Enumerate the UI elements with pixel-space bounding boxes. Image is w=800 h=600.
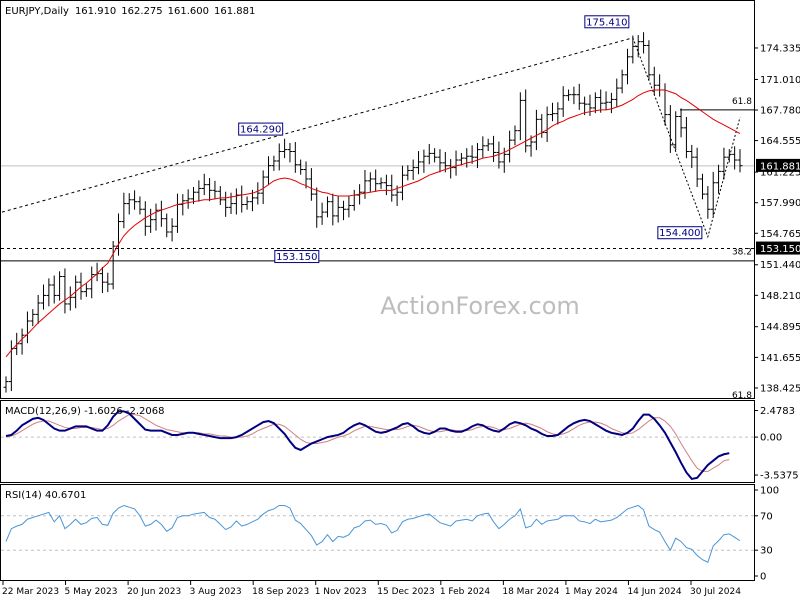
x-tick-label: 14 Jun 2024 — [627, 587, 681, 597]
upper-trendline — [1, 37, 633, 213]
level-price-box — [756, 241, 800, 255]
macd-signal-line — [5, 414, 730, 472]
y-tick-label: 148.210 — [760, 291, 800, 302]
x-tick-label: 1 May 2024 — [565, 587, 618, 597]
fib-label: 61.8 — [732, 97, 752, 107]
current-price-label: 161.881 — [760, 161, 800, 172]
ohlc-low: 161.600 — [168, 6, 209, 17]
x-tick-label: 30 Jul 2024 — [690, 587, 741, 597]
annotation-label: 153.150 — [276, 252, 317, 263]
annotation-box — [657, 226, 703, 240]
rsi-y-tick-label: 70 — [760, 511, 773, 522]
y-tick-label: 154.765 — [760, 229, 800, 240]
rsi-panel-frame — [0, 484, 755, 581]
annotation-label: 154.400 — [659, 228, 700, 239]
ohlc-close: 161.881 — [214, 6, 255, 17]
fib-label: 61.8 — [732, 391, 752, 401]
x-tick-label: 22 Mar 2023 — [2, 587, 59, 597]
chart-title: EURJPY,Daily 161.910 162.275 161.600 161.881 — [5, 6, 255, 17]
rsi-y-tick-label: 0 — [760, 572, 766, 583]
x-tick-label: 18 Mar 2024 — [502, 587, 559, 597]
current-price-box — [756, 158, 800, 172]
ohlc-high: 162.275 — [121, 6, 162, 17]
y-tick-label: 164.555 — [760, 136, 800, 147]
x-tick-label: 20 Jun 2023 — [127, 587, 181, 597]
watermark: ActionForex.com — [380, 292, 580, 320]
annotation-label: 164.290 — [240, 125, 281, 136]
rsi-title: RSI(14) 40.6701 — [5, 490, 86, 501]
x-tick-label: 5 May 2023 — [65, 587, 118, 597]
x-tick-label: 1 Nov 2023 — [315, 587, 367, 597]
y-tick-label: 151.440 — [760, 260, 800, 271]
macd-line — [5, 410, 730, 481]
y-tick-label: 174.335 — [760, 43, 800, 54]
y-tick-label: 141.655 — [760, 353, 800, 364]
x-tick-label: 18 Sep 2023 — [252, 587, 309, 597]
y-tick-label: 161.225 — [760, 168, 800, 179]
macd-y-tick-label: 0.00 — [760, 433, 782, 444]
annotation-label: 175.410 — [586, 17, 627, 28]
macd-y-tick-label: 2.4783 — [760, 406, 795, 417]
macd-title: MACD(12,26,9) -1.6026 -2.2068 — [5, 406, 165, 417]
annotation-box — [584, 15, 630, 29]
price-layer: 175.410 164.290 153.150 154.400 61.8 38.2 61.8 — [1, 15, 754, 401]
ohlc-open: 161.910 — [75, 6, 116, 17]
fib-label: 38.2 — [732, 248, 752, 258]
symbol-title: EURJPY,Daily — [5, 6, 69, 17]
swing-trendline — [632, 37, 741, 239]
y-tick-label: 171.010 — [760, 75, 800, 86]
annotation-box — [274, 250, 320, 264]
rsi-y-tick-label: 30 — [760, 546, 773, 557]
rsi-y-tick-label: 100 — [760, 486, 779, 497]
x-tick-label: 1 Feb 2024 — [440, 587, 491, 597]
y-tick-label: 167.780 — [760, 106, 800, 117]
axes-layer: 174.335 171.010 167.780 164.555 161.225 157.9… — [2, 43, 800, 597]
annotation-box — [238, 122, 284, 136]
moving-average-line — [5, 89, 741, 358]
macd-panel-frame — [0, 400, 755, 483]
rsi-line — [5, 504, 741, 563]
x-tick-label: 3 Aug 2023 — [190, 587, 242, 597]
rsi-layer — [1, 504, 754, 563]
level-price-label: 153.150 — [760, 244, 800, 255]
y-tick-label: 144.895 — [760, 322, 800, 333]
macd-layer — [1, 410, 754, 481]
macd-y-tick-label: -3.5375 — [760, 471, 799, 482]
y-tick-label: 138.425 — [760, 383, 800, 394]
y-tick-label: 157.990 — [760, 198, 800, 209]
x-tick-label: 15 Dec 2023 — [377, 587, 435, 597]
price-panel-frame — [0, 0, 755, 399]
